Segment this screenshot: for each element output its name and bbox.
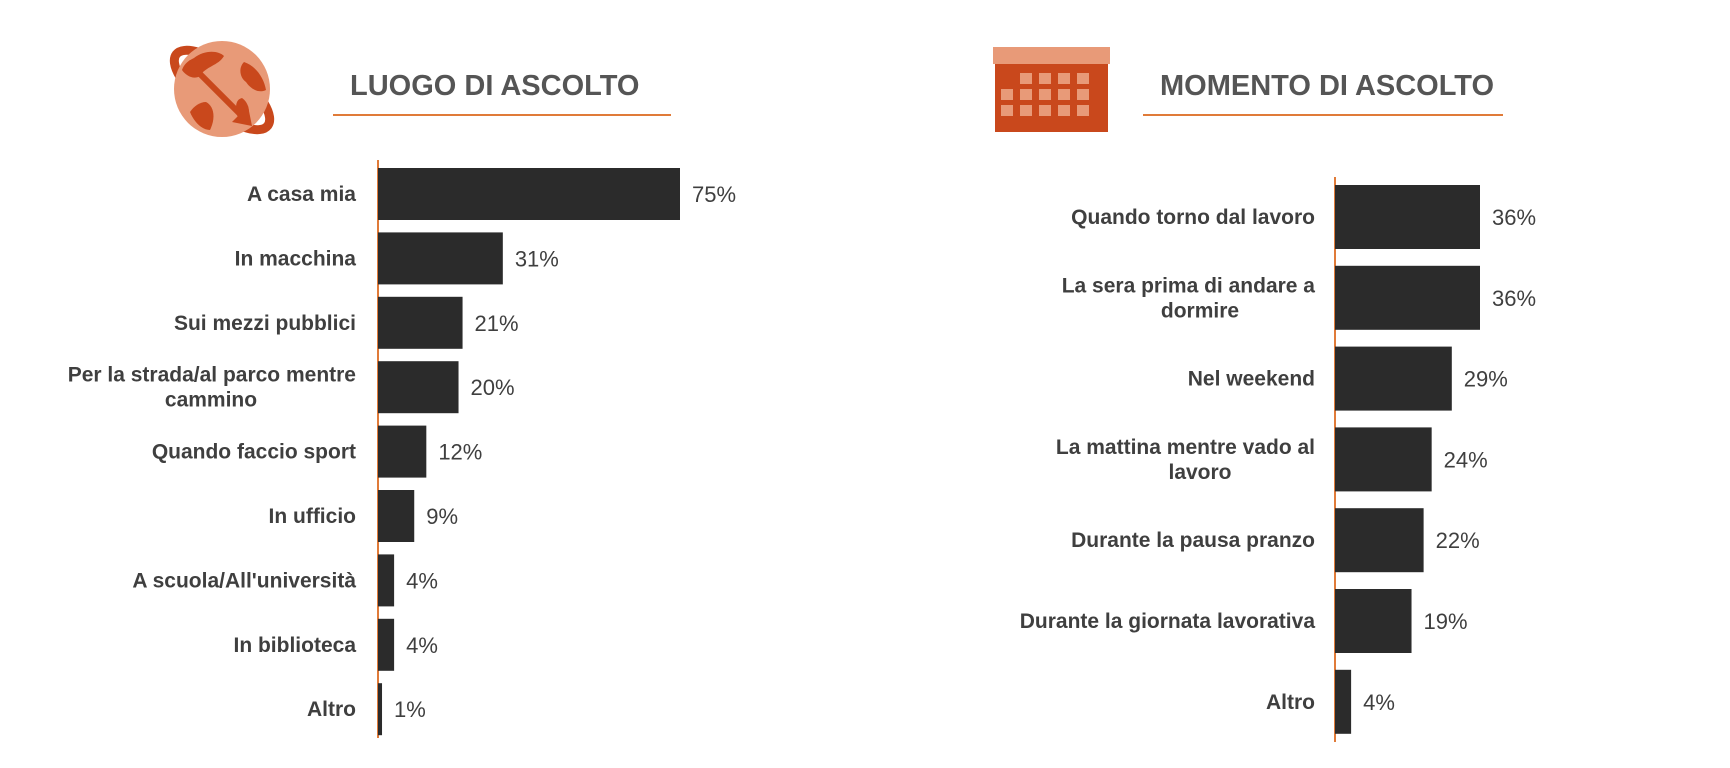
title-underline — [333, 114, 671, 116]
category-label: dormire — [1161, 299, 1239, 322]
category-label: La sera prima di andare a — [1062, 274, 1316, 297]
data-label: 20% — [471, 375, 515, 400]
category-label: Durante la pausa pranzo — [1071, 529, 1315, 552]
category-label: cammino — [165, 389, 257, 412]
bar — [1335, 589, 1412, 653]
category-label: La mattina mentre vado al — [1056, 436, 1315, 459]
panel-momento-di-ascolto: MOMENTO DI ASCOLTO 36% Quando torno dal l… — [960, 0, 1730, 768]
bar — [378, 296, 463, 349]
category-label: In macchina — [235, 247, 357, 270]
bar — [1335, 669, 1352, 734]
bar — [378, 683, 383, 736]
category-label: Quando torno dal lavoro — [1071, 206, 1315, 229]
category-label: A scuola/All'università — [132, 569, 356, 592]
bar — [378, 232, 503, 285]
data-label: 4% — [1363, 690, 1395, 715]
bar — [378, 361, 459, 414]
bar — [378, 618, 395, 671]
category-label: Per la strada/al parco mentre — [68, 364, 356, 387]
data-label: 4% — [406, 633, 438, 658]
bar — [378, 168, 680, 220]
category-label: Altro — [307, 698, 356, 721]
data-label: 4% — [406, 568, 438, 593]
category-label: Altro — [1266, 691, 1315, 714]
bar — [1335, 185, 1480, 249]
data-label: 1% — [394, 697, 426, 722]
globe-arrow-icon — [160, 36, 284, 144]
category-label: A casa mia — [247, 183, 356, 206]
panel-luogo-di-ascolto: LUOGO DI ASCOLTO 75% A casa mia 31% In macc… — [68, 36, 736, 738]
category-label: Quando faccio sport — [152, 441, 356, 464]
data-label: 21% — [475, 311, 519, 336]
data-label: 19% — [1424, 609, 1468, 634]
bar-chart-momento: 36% Quando torno dal lavoro 36% La sera pri… — [1020, 177, 1536, 742]
bar — [378, 554, 395, 607]
title-underline — [1143, 114, 1503, 116]
category-label: Durante la giornata lavorativa — [1020, 610, 1316, 633]
data-label: 36% — [1492, 205, 1536, 230]
data-label: 29% — [1464, 367, 1508, 392]
data-label: 22% — [1436, 528, 1480, 553]
data-label: 24% — [1444, 447, 1488, 472]
bar — [378, 425, 427, 478]
chart-title: MOMENTO DI ASCOLTO — [1160, 70, 1495, 102]
category-label: In ufficio — [269, 505, 357, 528]
category-label: Nel weekend — [1188, 368, 1315, 391]
bar — [378, 490, 415, 542]
data-label: 36% — [1492, 286, 1536, 311]
data-label: 9% — [426, 504, 458, 529]
data-label: 75% — [692, 182, 736, 207]
chart-title: LUOGO DI ASCOLTO — [350, 70, 640, 102]
bar-chart-luogo: 75% A casa mia 31% In macchina 21% Sui mezzi … — [68, 160, 736, 738]
bar — [1335, 346, 1452, 411]
bar — [1335, 508, 1424, 573]
category-label: lavoro — [1168, 461, 1231, 484]
category-label: Sui mezzi pubblici — [174, 312, 356, 335]
bar — [1335, 427, 1432, 492]
bar — [1335, 265, 1480, 330]
category-label: In biblioteca — [233, 634, 356, 657]
data-label: 31% — [515, 246, 559, 271]
data-label: 12% — [438, 440, 482, 465]
calendar-icon — [993, 47, 1110, 132]
